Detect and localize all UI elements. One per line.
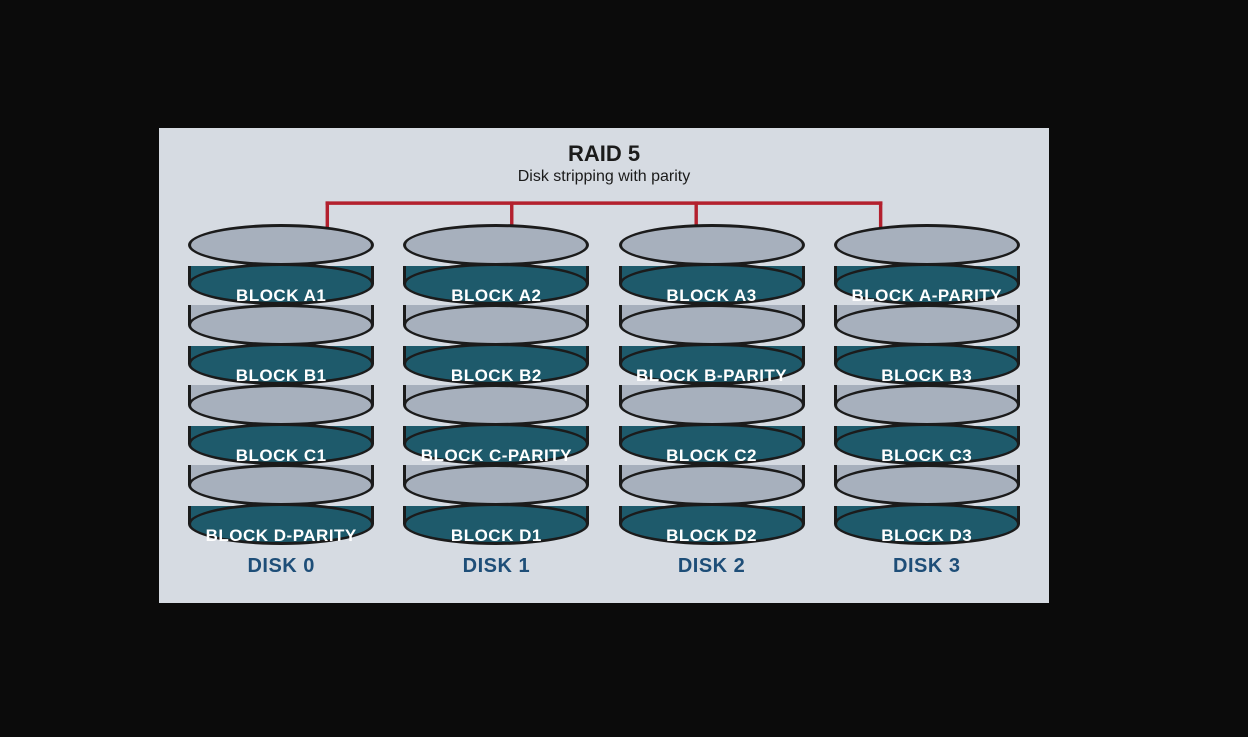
block-label: BLOCK D1	[403, 526, 589, 546]
diagram-title: RAID 5	[159, 142, 1049, 166]
disk-column: BLOCK A1BLOCK B1BLOCK C1BLOCK D-PARITY DI…	[188, 224, 374, 578]
block-label: BLOCK D-PARITY	[188, 526, 374, 546]
diagram-panel: RAID 5 Disk stripping with parity BLOCK …	[159, 128, 1049, 603]
disk-label: DISK 1	[463, 555, 530, 578]
disk-column: BLOCK A-PARITYBLOCK B3BLOCK C3BLOCK D3 DI…	[834, 224, 1020, 578]
disk-top	[619, 224, 805, 266]
diagram-subtitle: Disk stripping with parity	[159, 168, 1049, 186]
disk-stack: BLOCK A-PARITYBLOCK B3BLOCK C3BLOCK D3	[834, 224, 1020, 545]
disk-top	[188, 224, 374, 266]
disk-column: BLOCK A2BLOCK B2BLOCK C-PARITYBLOCK D1 DI…	[403, 224, 589, 578]
disk-label: DISK 3	[893, 555, 960, 578]
disk-stack: BLOCK A3BLOCK B-PARITYBLOCK C2BLOCK D2	[619, 224, 805, 545]
disks-area: BLOCK A1BLOCK B1BLOCK C1BLOCK D-PARITY DI…	[159, 198, 1049, 598]
block-label: BLOCK D2	[619, 526, 805, 546]
disk-label: DISK 0	[247, 555, 314, 578]
disk-block: BLOCK D3	[834, 485, 1020, 545]
disks-row: BLOCK A1BLOCK B1BLOCK C1BLOCK D-PARITY DI…	[159, 224, 1049, 578]
block-label: BLOCK D3	[834, 526, 1020, 546]
disk-label: DISK 2	[678, 555, 745, 578]
disk-stack: BLOCK A1BLOCK B1BLOCK C1BLOCK D-PARITY	[188, 224, 374, 545]
disk-block: BLOCK D1	[403, 485, 589, 545]
disk-block: BLOCK D-PARITY	[188, 485, 374, 545]
disk-stack: BLOCK A2BLOCK B2BLOCK C-PARITYBLOCK D1	[403, 224, 589, 545]
disk-column: BLOCK A3BLOCK B-PARITYBLOCK C2BLOCK D2 DI…	[619, 224, 805, 578]
disk-top	[834, 224, 1020, 266]
disk-top	[403, 224, 589, 266]
disk-block: BLOCK D2	[619, 485, 805, 545]
